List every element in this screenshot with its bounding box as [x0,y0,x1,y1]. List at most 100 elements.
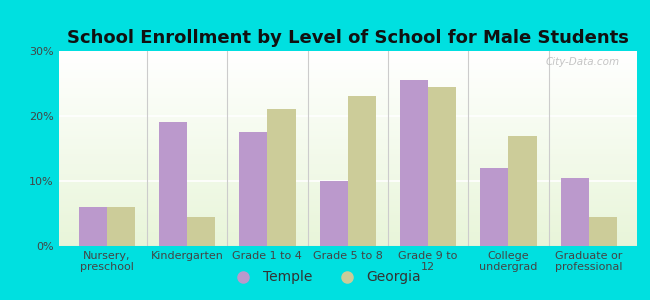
Bar [58,123,637,125]
Bar [58,78,637,80]
Bar [58,166,637,168]
Bar [58,238,637,240]
Bar [58,67,637,68]
Bar [58,111,637,113]
Bar [58,129,637,131]
Bar [58,57,637,59]
Bar [58,84,637,86]
Bar [508,136,536,246]
Bar [58,229,637,230]
Bar [107,207,135,246]
Bar [58,244,637,246]
Bar [58,113,637,115]
Bar [58,188,637,190]
Bar [320,181,348,246]
Bar [480,168,508,246]
Legend: Temple, Georgia: Temple, Georgia [224,265,426,290]
Bar [58,121,637,123]
Bar [58,191,637,193]
Bar [58,80,637,82]
Bar [58,68,637,70]
Bar [58,190,637,191]
Bar [58,100,637,102]
Bar [58,90,637,92]
Bar [58,127,637,129]
Bar [58,215,637,217]
Bar [58,135,637,137]
Bar [58,182,637,184]
Bar [58,160,637,162]
Bar [58,164,637,166]
Bar [58,217,637,219]
Bar [58,145,637,146]
Bar [58,201,637,203]
Bar [58,96,637,98]
Bar [58,219,637,221]
Bar [58,103,637,106]
Bar [58,137,637,139]
Bar [58,184,637,185]
Bar [58,207,637,209]
Bar [79,207,107,246]
Bar [58,117,637,119]
Bar [159,122,187,246]
Bar [58,146,637,148]
Bar [58,156,637,158]
Bar [58,86,637,88]
Bar [58,242,637,244]
Bar [58,220,637,223]
Bar [58,224,637,226]
Bar [58,185,637,188]
Bar [348,97,376,246]
Bar [58,174,637,176]
Bar [58,209,637,211]
Bar [58,51,637,53]
Bar [58,180,637,182]
Bar [58,133,637,135]
Bar [58,203,637,205]
Bar [239,132,267,246]
Bar [58,193,637,195]
Bar [58,230,637,232]
Bar [267,110,296,246]
Bar [58,98,637,100]
Bar [58,110,637,111]
Bar [187,217,215,246]
Bar [400,80,428,246]
Bar [58,141,637,142]
Bar [58,119,637,121]
Bar [58,131,637,133]
Bar [58,197,637,199]
Bar [58,115,637,117]
Text: City-Data.com: City-Data.com [545,57,619,67]
Bar [58,226,637,229]
Bar [58,94,637,96]
Bar [58,70,637,72]
Bar [58,92,637,94]
Bar [589,217,617,246]
Bar [58,106,637,107]
Bar [58,223,637,224]
Bar [58,148,637,150]
Bar [58,53,637,55]
Bar [58,142,637,145]
Bar [58,139,637,141]
Bar [58,213,637,215]
Bar [58,162,637,164]
Bar [58,125,637,127]
Bar [58,195,637,197]
Bar [58,74,637,76]
Bar [428,87,456,246]
Bar [58,102,637,103]
Title: School Enrollment by Level of School for Male Students: School Enrollment by Level of School for… [67,29,629,47]
Bar [58,63,637,64]
Bar [58,88,637,90]
Bar [58,172,637,174]
Bar [58,170,637,172]
Bar [58,240,637,242]
Bar [58,82,637,84]
Bar [58,178,637,180]
Bar [58,150,637,152]
Bar [58,152,637,154]
Bar [58,211,637,213]
